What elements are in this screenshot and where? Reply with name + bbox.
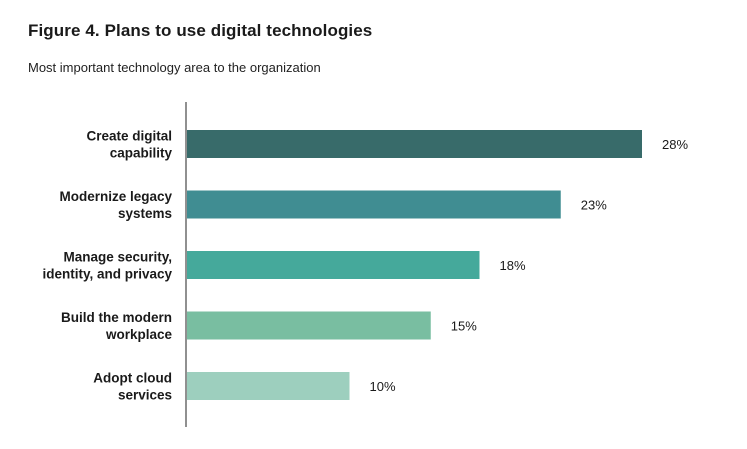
bar-value-label: 28% xyxy=(662,137,688,152)
bar-0 xyxy=(187,130,642,158)
category-label-line: Modernize legacy xyxy=(59,189,172,204)
category-label: Create digital capability xyxy=(86,129,172,161)
category-label-line: workplace xyxy=(105,327,173,342)
category-label-line: systems xyxy=(118,206,172,221)
category-label: Build the modern workplace xyxy=(61,310,172,342)
bar-2 xyxy=(187,251,480,279)
chart-title: Figure 4. Plans to use digital technolog… xyxy=(28,21,373,40)
bar-4 xyxy=(187,372,350,400)
category-label-line: Manage security, xyxy=(63,250,172,265)
bar-1 xyxy=(187,190,561,219)
bar-value-label: 18% xyxy=(500,258,526,273)
bar-value-label: 23% xyxy=(581,198,607,213)
bar-value-label: 10% xyxy=(370,379,396,394)
category-label: Manage security, identity, and privacy xyxy=(42,250,172,282)
category-label: Adopt cloud services xyxy=(93,371,172,403)
category-label-line: Create digital xyxy=(86,129,172,144)
category-label-line: identity, and privacy xyxy=(42,267,172,282)
category-label-line: services xyxy=(118,388,172,403)
category-label-line: Build the modern xyxy=(61,310,172,325)
bar-3 xyxy=(187,311,431,340)
bar-value-label: 15% xyxy=(451,319,477,334)
chart-subtitle: Most important technology area to the or… xyxy=(28,60,321,75)
category-label-line: capability xyxy=(110,146,173,161)
category-label: Modernize legacy systems xyxy=(59,189,172,221)
category-label-line: Adopt cloud xyxy=(93,371,172,386)
